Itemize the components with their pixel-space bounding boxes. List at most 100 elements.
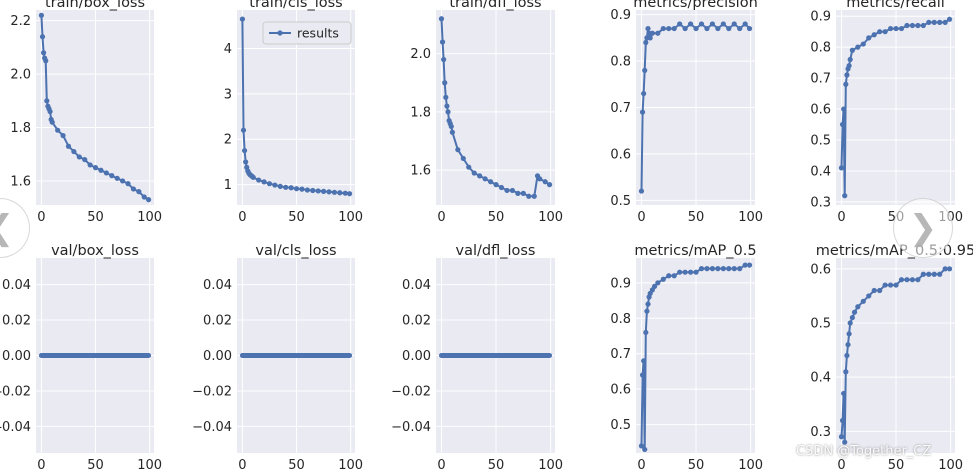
- data-point: [866, 293, 872, 299]
- data-point: [915, 22, 921, 29]
- chevron-right-icon: ❯: [908, 208, 938, 248]
- x-tick-label: 0: [37, 458, 45, 470]
- data-point: [120, 178, 126, 184]
- next-image-button[interactable]: ❯: [893, 198, 953, 258]
- data-point: [855, 304, 861, 310]
- x-tick-label: 0: [37, 210, 45, 225]
- y-tick-label: 0.5: [610, 194, 631, 209]
- y-tick-label: 0.9: [810, 10, 831, 25]
- data-point: [442, 80, 448, 86]
- plot-area: [436, 10, 555, 205]
- chart-panel: 0 50 100 0.04 0.02 0.00 −0.02 −0.04 val/dfl_loss: [391, 243, 563, 470]
- plot-area: [836, 10, 955, 205]
- y-tick-label: 0.9: [610, 276, 631, 291]
- data-point: [726, 25, 732, 32]
- data-point: [893, 25, 899, 32]
- data-point: [909, 22, 916, 29]
- data-point: [926, 271, 932, 277]
- data-point: [720, 21, 726, 27]
- data-point: [82, 156, 88, 163]
- data-point: [851, 309, 858, 315]
- data-point: [698, 21, 705, 27]
- x-tick-label: 0: [437, 210, 445, 225]
- data-point: [256, 177, 262, 183]
- data-point: [742, 21, 748, 27]
- y-tick-label: 3: [224, 87, 232, 102]
- data-point: [243, 159, 249, 165]
- data-point: [643, 39, 649, 46]
- y-tick-label: 2.0: [10, 68, 31, 83]
- data-point: [942, 266, 948, 272]
- data-point: [877, 287, 883, 294]
- data-point: [315, 188, 321, 194]
- y-tick-label: 0.3: [810, 425, 831, 440]
- data-point: [43, 58, 49, 64]
- y-tick-label: 0.5: [810, 317, 831, 332]
- data-point: [843, 369, 849, 375]
- y-tick-label: 0.6: [810, 103, 831, 118]
- data-point: [844, 352, 850, 359]
- chart-title: metrics/mAP_0.5:0.95: [816, 243, 973, 259]
- data-point: [687, 21, 694, 27]
- data-point: [841, 106, 847, 112]
- y-tick-label: 0.8: [610, 312, 631, 327]
- data-point: [337, 190, 343, 196]
- data-point: [641, 90, 647, 97]
- data-point: [288, 185, 294, 191]
- data-point: [445, 109, 451, 115]
- y-tick-label: 0.02: [402, 314, 431, 329]
- data-point: [845, 342, 851, 348]
- data-point: [682, 25, 688, 32]
- data-point: [326, 189, 332, 195]
- data-point: [546, 182, 553, 188]
- data-point: [55, 127, 61, 133]
- y-tick-label: 2: [224, 133, 232, 148]
- data-point: [909, 277, 916, 283]
- y-tick-label: 2.0: [410, 47, 431, 62]
- legend-box: [262, 21, 352, 45]
- data-point: [71, 148, 77, 155]
- data-point: [920, 22, 926, 29]
- data-point: [642, 67, 648, 73]
- data-point: [931, 19, 937, 25]
- data-point: [737, 25, 743, 32]
- chart-panel: 0 50 100 0.5 0.6 0.7 0.8 0.9 metrics/mAP_0.5: [610, 243, 763, 470]
- data-point: [266, 181, 273, 187]
- legend-swatch-marker: [277, 30, 283, 36]
- data-point: [746, 25, 753, 32]
- x-tick-label: 50: [288, 458, 305, 470]
- data-point: [742, 262, 748, 268]
- data-point: [76, 154, 82, 160]
- data-point: [504, 187, 510, 194]
- data-point: [846, 63, 852, 69]
- y-tick-label: 0.00: [2, 349, 31, 364]
- data-point: [114, 175, 120, 181]
- x-tick-label: 100: [137, 210, 162, 225]
- y-tick-label: −0.02: [391, 384, 431, 399]
- data-point: [331, 189, 338, 195]
- chart-title: val/cls_loss: [255, 243, 336, 259]
- y-tick-label: 0.6: [610, 147, 631, 162]
- data-point: [98, 167, 104, 173]
- data-point: [698, 266, 705, 272]
- data-point: [926, 19, 932, 25]
- data-point: [639, 372, 646, 378]
- chart-title: train/dfl_loss: [449, 0, 541, 11]
- data-point: [893, 282, 899, 288]
- x-tick-label: 0: [238, 210, 246, 225]
- y-tick-label: 0.04: [402, 278, 431, 293]
- data-point: [645, 301, 651, 307]
- y-tick-label: -0.04: [0, 420, 31, 435]
- y-tick-label: 0.02: [2, 314, 31, 329]
- x-tick-label: 100: [738, 210, 763, 225]
- data-point: [109, 173, 115, 179]
- data-point: [136, 189, 142, 195]
- data-point: [65, 143, 72, 149]
- data-point: [709, 266, 716, 272]
- y-tick-label: 0.7: [810, 72, 831, 87]
- y-tick-label: 1.6: [10, 174, 31, 189]
- x-tick-label: 100: [338, 458, 363, 470]
- data-point: [439, 39, 446, 45]
- data-point: [838, 165, 845, 171]
